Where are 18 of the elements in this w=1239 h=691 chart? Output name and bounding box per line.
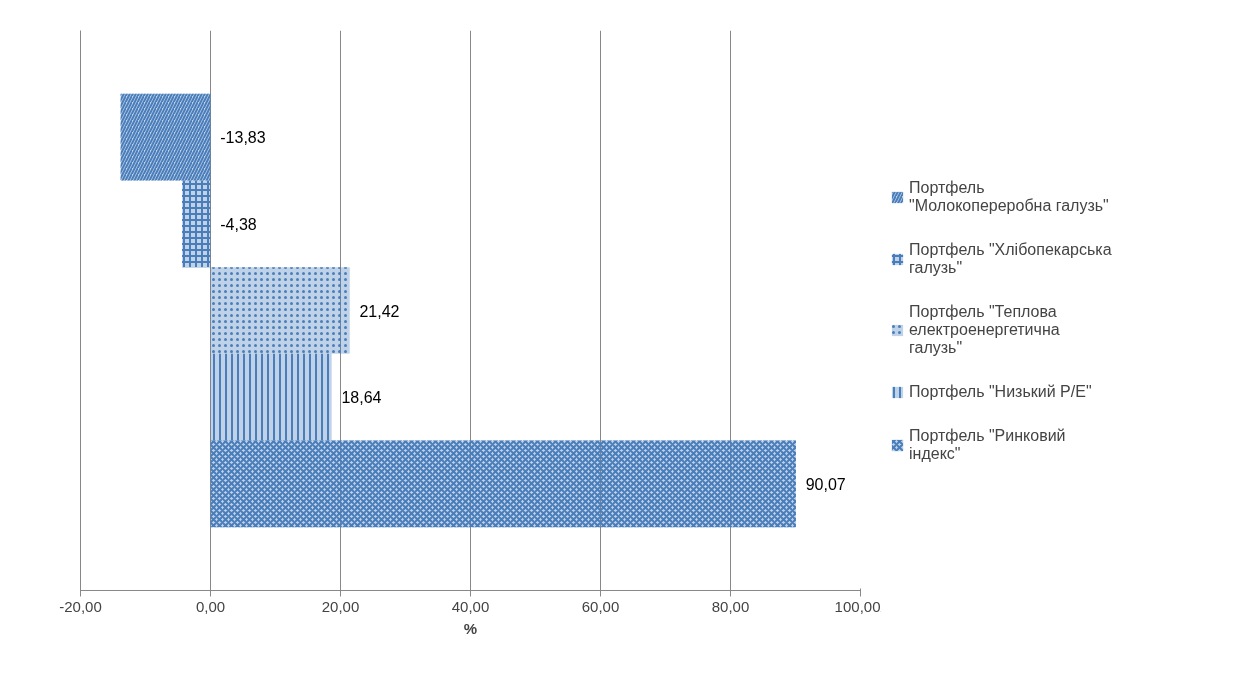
legend-label: Портфель "Низький P/E" bbox=[909, 382, 1092, 401]
x-tick-label: 60,00 bbox=[581, 597, 620, 615]
legend-label: Портфель "Молокопереробна галузь" bbox=[909, 178, 1109, 215]
x-tick-label: 100,00 bbox=[834, 597, 881, 615]
data-label: -4,38 bbox=[220, 215, 257, 233]
data-label: -13,83 bbox=[220, 129, 266, 147]
x-axis-title: % bbox=[463, 619, 478, 637]
x-tick-label: 20,00 bbox=[321, 597, 360, 615]
legend-label: Портфель "Хлібопекарська галузь" bbox=[909, 240, 1112, 277]
data-label: 18,64 bbox=[341, 389, 382, 407]
legend-label: Портфель "Теплова електроенергетична галузь" bbox=[909, 302, 1060, 357]
x-tick-label: -20,00 bbox=[59, 597, 102, 615]
x-tick-label: 80,00 bbox=[711, 597, 750, 615]
data-label: 90,07 bbox=[805, 475, 846, 493]
x-tick-label: 40,00 bbox=[451, 597, 490, 615]
data-label: 21,42 bbox=[359, 302, 400, 320]
legend-label: Портфель "Ринковий індекс" bbox=[909, 426, 1066, 463]
x-tick-label: 0,00 bbox=[195, 597, 226, 615]
